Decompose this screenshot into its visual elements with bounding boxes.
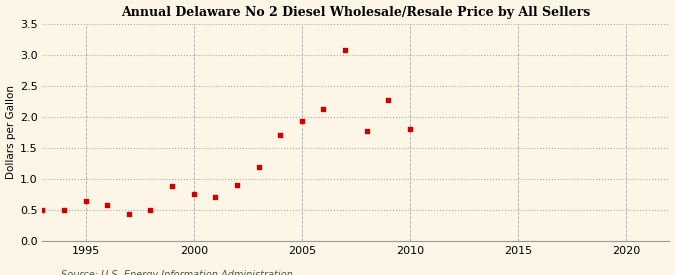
Point	[340, 48, 350, 52]
Point	[275, 133, 286, 138]
Point	[210, 195, 221, 200]
Point	[404, 127, 415, 131]
Point	[124, 211, 134, 216]
Point	[37, 208, 48, 212]
Point	[80, 198, 91, 203]
Point	[188, 192, 199, 197]
Text: Source: U.S. Energy Information Administration: Source: U.S. Energy Information Administ…	[61, 270, 292, 275]
Point	[232, 183, 242, 187]
Point	[102, 203, 113, 207]
Point	[59, 208, 70, 212]
Point	[167, 184, 178, 188]
Y-axis label: Dollars per Gallon: Dollars per Gallon	[5, 85, 16, 179]
Point	[296, 119, 307, 123]
Point	[383, 98, 394, 102]
Point	[361, 129, 372, 133]
Point	[145, 208, 156, 212]
Point	[253, 165, 264, 169]
Title: Annual Delaware No 2 Diesel Wholesale/Resale Price by All Sellers: Annual Delaware No 2 Diesel Wholesale/Re…	[122, 6, 591, 18]
Point	[318, 107, 329, 112]
